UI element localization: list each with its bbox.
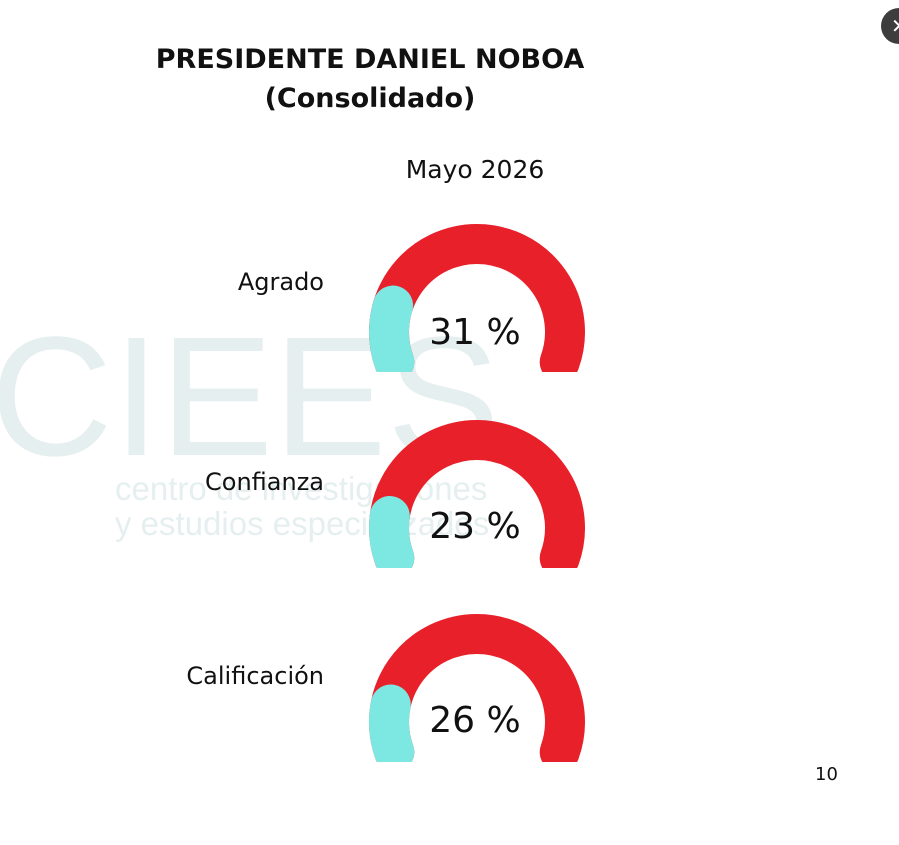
chart-period: Mayo 2026 bbox=[405, 155, 545, 184]
gauge-label-confianza: Confianza bbox=[205, 468, 324, 496]
gauge-calificacion-fill bbox=[369, 684, 415, 762]
close-icon[interactable]: ✕ bbox=[881, 8, 899, 44]
gauge-label-calificacion: Calificación bbox=[186, 662, 324, 690]
gauge-agrado-value: 31 % bbox=[429, 312, 520, 353]
page-subtitle: (Consolidado) bbox=[264, 83, 476, 114]
gauge-agrado-fill bbox=[369, 285, 415, 372]
gauge-confianza-fill bbox=[369, 496, 415, 568]
gauge-confianza-value: 23 % bbox=[429, 506, 520, 547]
gauge-agrado: 31 % bbox=[369, 224, 585, 372]
page-title: PRESIDENTE DANIEL NOBOA bbox=[155, 44, 585, 75]
gauge-calificacion: 26 % bbox=[369, 614, 585, 762]
gauge-calificacion-value: 26 % bbox=[429, 700, 520, 741]
gauge-label-agrado: Agrado bbox=[237, 268, 324, 296]
gauge-confianza: 23 % bbox=[369, 420, 585, 568]
page-number: 10 bbox=[815, 764, 838, 785]
